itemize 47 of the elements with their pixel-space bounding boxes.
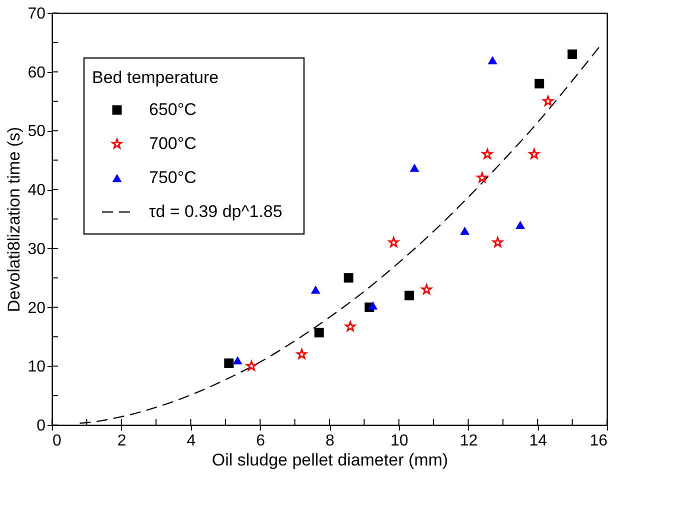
y-tick-label: 20 xyxy=(28,300,46,317)
point xyxy=(528,148,540,159)
y-tick-label: 30 xyxy=(28,240,46,258)
y-tick-label: 0 xyxy=(36,418,46,434)
point xyxy=(568,49,578,59)
y-tick-label: 40 xyxy=(28,182,46,200)
point xyxy=(421,284,432,294)
x-tick-label: 0 xyxy=(52,432,62,450)
x-tick-label: 14 xyxy=(529,432,548,450)
point xyxy=(404,290,414,300)
legend-title: Bed temperature xyxy=(92,68,219,87)
point xyxy=(296,348,308,359)
point xyxy=(492,237,503,248)
y-tick-label: 10 xyxy=(28,358,46,376)
legend-label: 750°C xyxy=(149,168,196,187)
point xyxy=(542,96,554,106)
x-axis-title: Oil sludge pellet diameter (mm) xyxy=(212,450,448,470)
point xyxy=(246,360,257,371)
point xyxy=(388,237,399,248)
x-tick-label: 10 xyxy=(390,432,408,450)
point xyxy=(410,164,420,172)
point xyxy=(476,172,488,182)
point xyxy=(460,226,470,235)
y-tick-label: 60 xyxy=(28,64,46,82)
point xyxy=(224,358,234,368)
point xyxy=(516,220,526,229)
point xyxy=(232,356,242,364)
x-tick-label: 16 xyxy=(590,432,608,450)
x-tick-label: 8 xyxy=(326,432,335,450)
x-tick-label: 6 xyxy=(256,432,266,450)
x-tick-label: 2 xyxy=(117,432,126,450)
point xyxy=(482,148,493,159)
point xyxy=(310,286,320,294)
point xyxy=(344,273,354,283)
y-tick-label: 70 xyxy=(28,6,46,22)
point xyxy=(488,56,498,64)
point xyxy=(314,328,324,338)
legend-label: 650°C xyxy=(149,100,196,119)
point xyxy=(534,78,544,88)
legend-label: 700°C xyxy=(149,134,196,153)
x-tick-label: 4 xyxy=(186,432,196,450)
point xyxy=(368,301,378,310)
y-axis-title: Devolati8lization time (s) xyxy=(4,126,24,312)
point xyxy=(345,321,356,332)
legend-label: τd = 0.39 dp^1.85 xyxy=(149,202,282,221)
x-tick-label: 12 xyxy=(460,432,478,450)
y-tick-label: 50 xyxy=(28,123,46,140)
